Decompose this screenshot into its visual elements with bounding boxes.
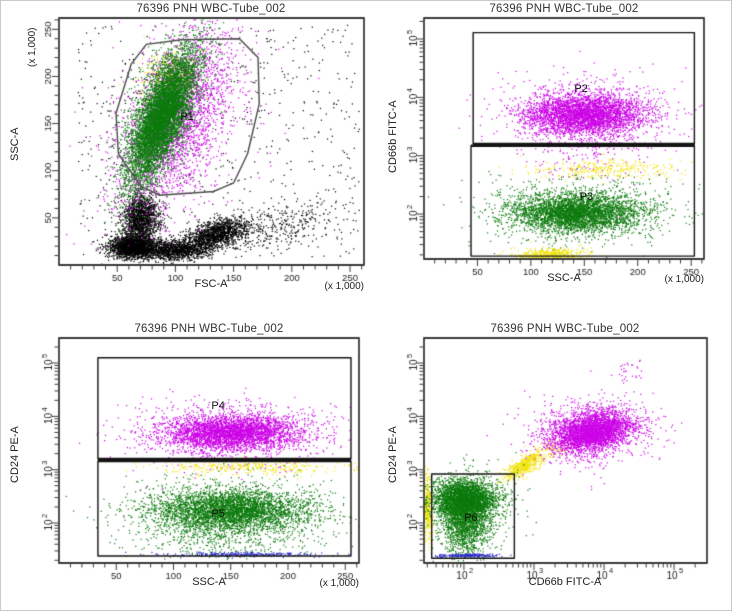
plot1-title: 76396 PNH WBC-Tube_002 (136, 3, 286, 15)
plot3-y-axis-label: CD24 PE-A (9, 426, 21, 483)
plot2-x-multiplier: (x 1,000) (664, 274, 704, 285)
plot3-title: 76396 PNH WBC-Tube_002 (134, 323, 284, 335)
plot4-y-axis-label: CD24 PE-A (387, 426, 399, 483)
plot1-x-axis-label: FSC-A (194, 278, 228, 290)
plot3-x-axis-label: SSC-A (192, 576, 226, 588)
gate-label-p4[interactable]: P4 (211, 399, 225, 412)
gate-label-p3[interactable]: P3 (579, 191, 594, 204)
plot1-y-axis-label: SSC-A (9, 127, 21, 161)
gate-label-p6[interactable]: P6 (464, 512, 478, 525)
plot2-title: 76396 PNH WBC-Tube_002 (489, 3, 639, 15)
plot2-x-axis-label: SSC-A (547, 272, 581, 284)
gate-label-p1[interactable]: P1 (180, 110, 194, 123)
plot2-y-axis-label: CD66b FITC-A (387, 100, 399, 173)
plot4-title: 76396 PNH WBC-Tube_002 (490, 323, 640, 335)
plot4-x-axis-label: CD66b FITC-A (528, 576, 602, 588)
gate-label-p5[interactable]: P5 (211, 507, 225, 520)
plot3-x-multiplier: (x 1,000) (319, 578, 359, 589)
plot1-y-multiplier: (x 1,000) (27, 27, 38, 67)
gate-label-p2[interactable]: P2 (574, 82, 588, 95)
plot1-x-multiplier: (x 1,000) (324, 281, 364, 292)
